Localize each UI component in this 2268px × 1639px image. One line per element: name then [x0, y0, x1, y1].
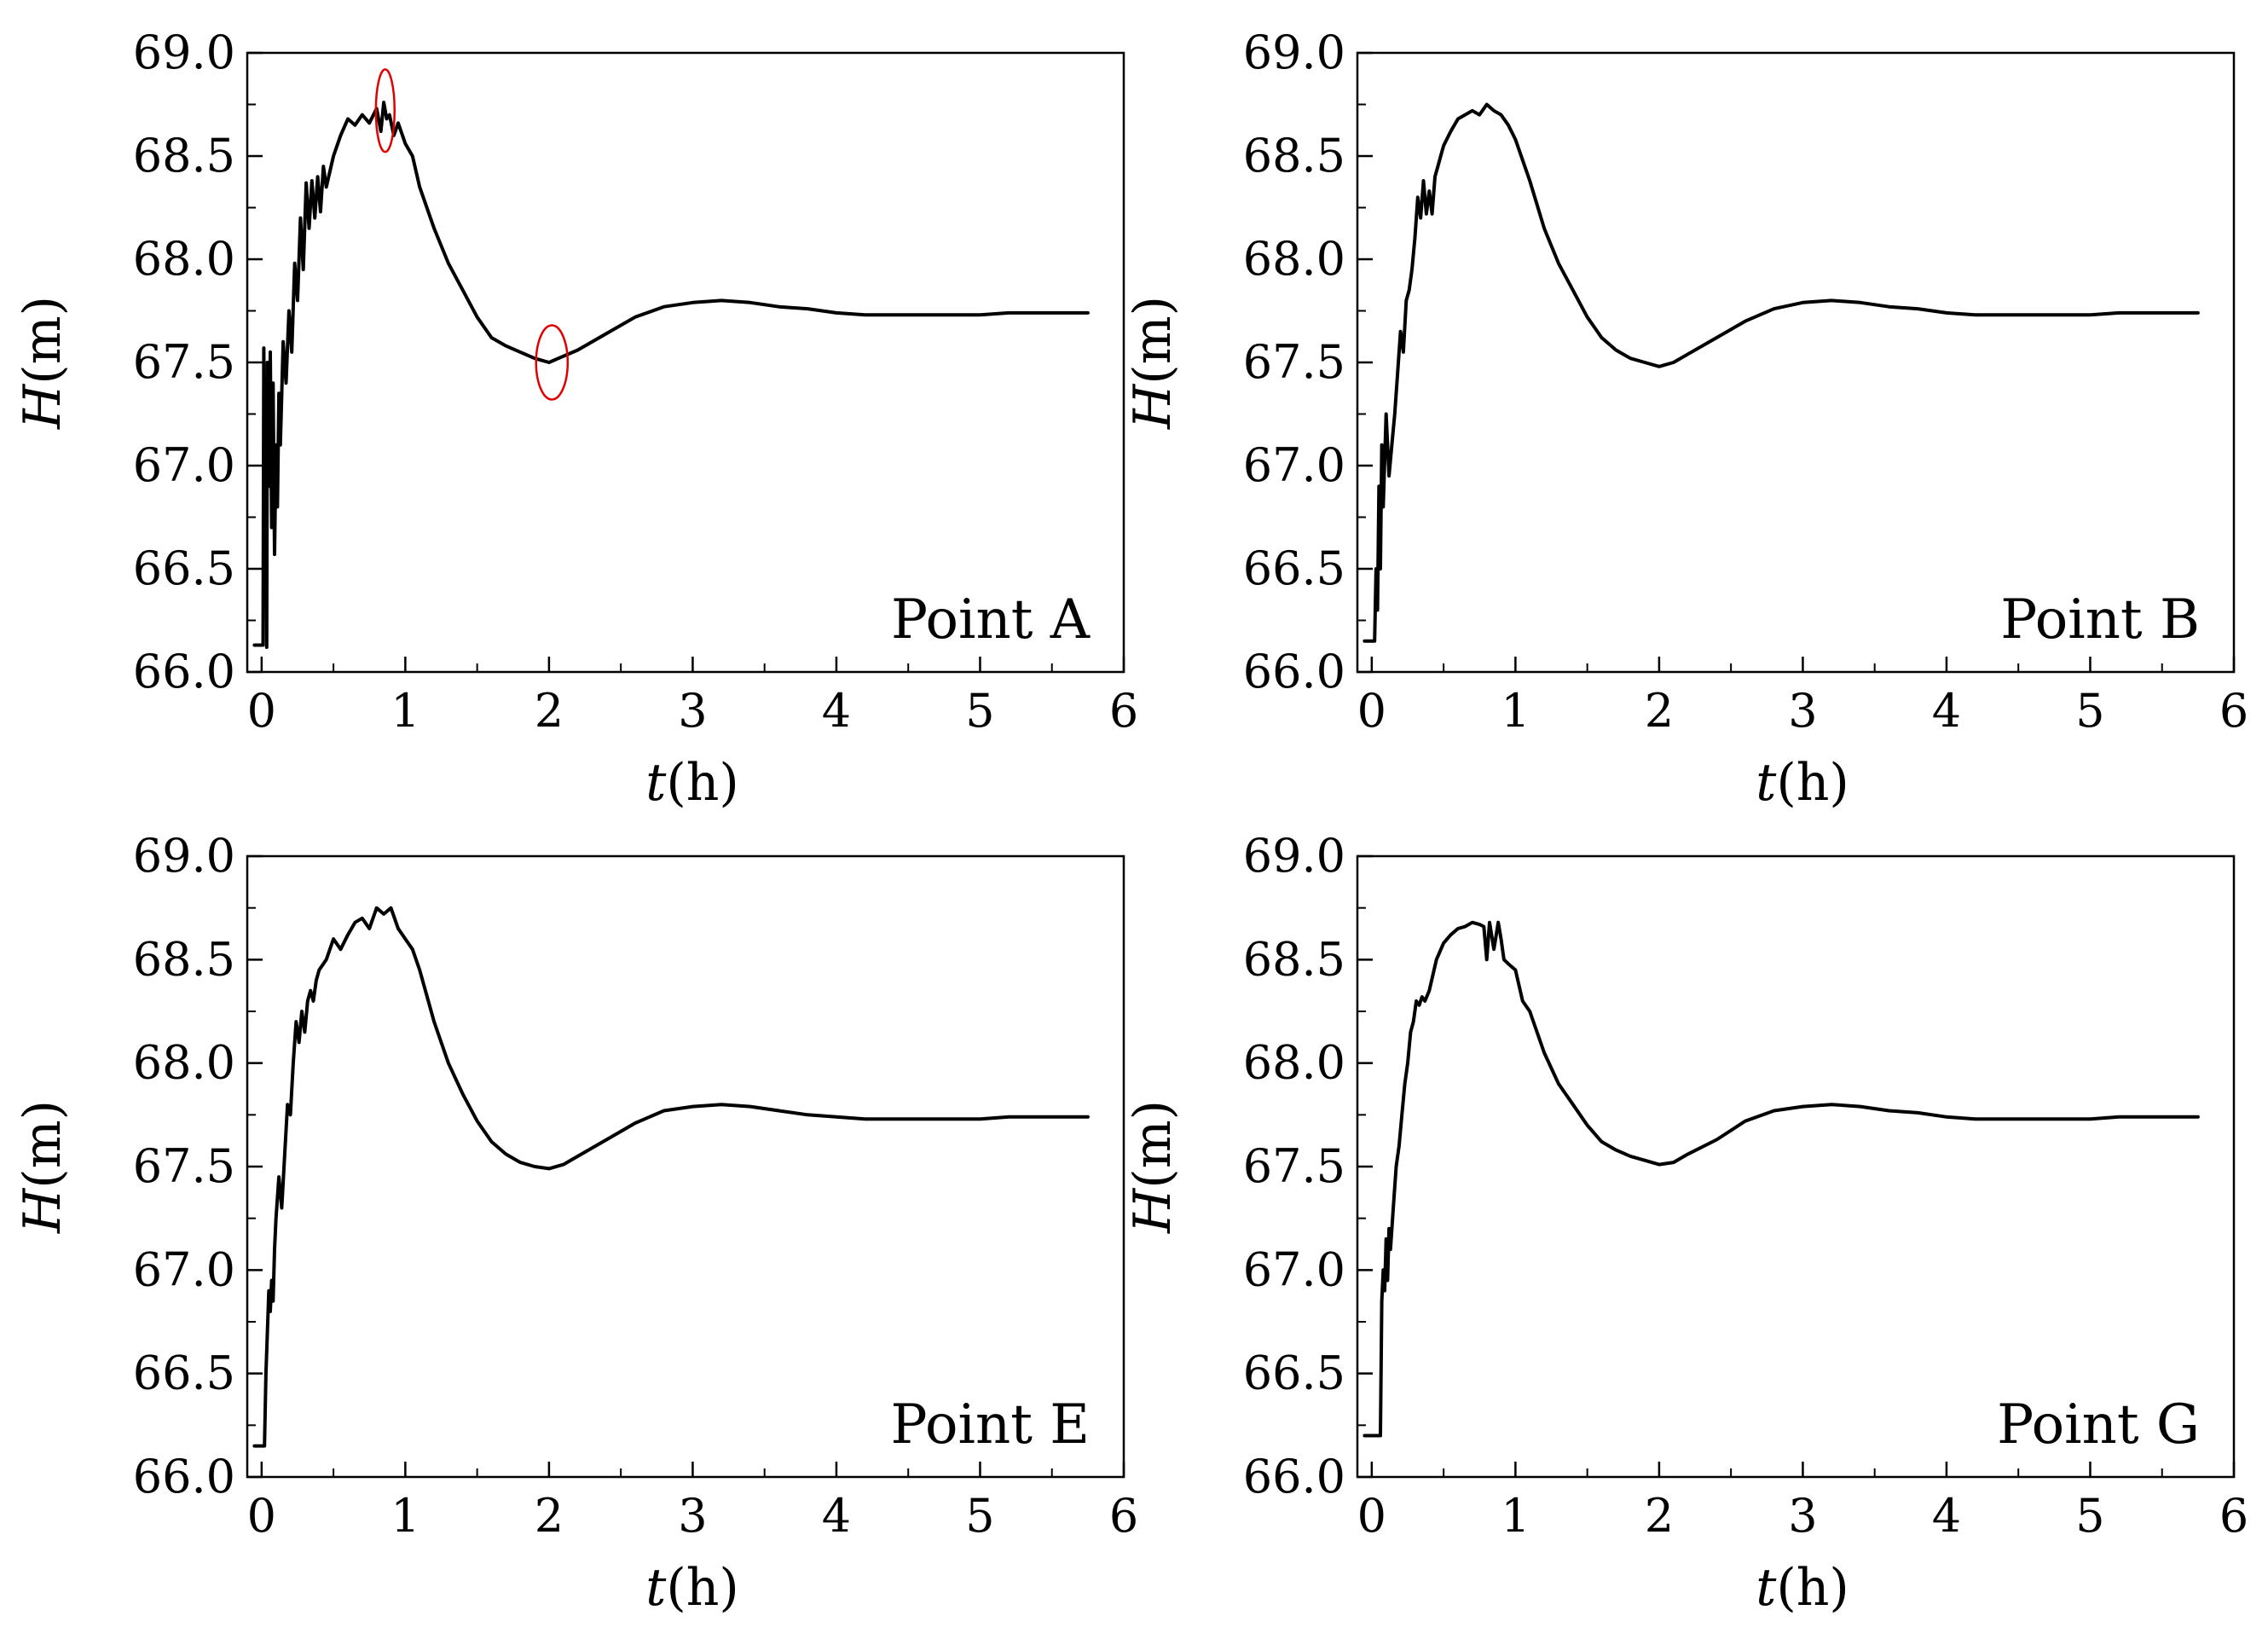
y-tick-label: 66.0: [133, 645, 235, 698]
y-tick-label: 66.0: [1243, 645, 1345, 698]
x-axis-var: t: [645, 753, 667, 813]
x-axis-unit: (h): [666, 753, 738, 813]
x-tick-label: 5: [965, 1489, 994, 1543]
series-line: [252, 906, 1090, 1448]
series-line: [1363, 920, 2200, 1438]
panel-point-b: 0 1 2 3 4 5 6 66.0 66.5 67.0 67.5 68.0 68.5 69.0 t(h) H…: [1123, 26, 2248, 813]
x-tick-label: 6: [2219, 1489, 2248, 1543]
x-tick-label: 4: [822, 684, 851, 738]
y-tick-label: 68.5: [1243, 932, 1345, 986]
y-axis-label: H(m): [13, 1100, 72, 1234]
y-axis-unit: (m): [13, 296, 72, 385]
plot-frame: [1356, 51, 2236, 674]
y-axis-var: H: [1123, 1187, 1183, 1234]
x-tick-label: 1: [1501, 1489, 1530, 1543]
y-tick-label: 68.5: [133, 932, 235, 986]
x-tick-label: 1: [391, 1489, 419, 1543]
x-tick-label: 6: [1109, 684, 1138, 738]
panel-point-a: 0 1 2 3 4 5 6 66.0 66.5 67.0 67.5 68.0 68.5 69.0 t(h) H…: [13, 26, 1138, 813]
x-tick-label: 5: [2075, 1489, 2104, 1543]
y-tick-label: 67.5: [133, 1139, 235, 1193]
x-tick-label: 4: [1932, 1489, 1961, 1543]
y-tick-label: 69.0: [1243, 829, 1345, 883]
y-tick-label: 69.0: [133, 829, 235, 883]
x-tick-label: 6: [2219, 684, 2248, 738]
panel-label: Point A: [891, 588, 1091, 652]
panel-point-e: 0 1 2 3 4 5 6 66.0 66.5 67.0 67.5 68.0 68.5 69.0 t(h) H…: [13, 829, 1138, 1618]
x-tick-label: 3: [1788, 684, 1817, 738]
x-tick-label: 5: [965, 684, 994, 738]
y-tick-label: 66.5: [133, 1347, 235, 1400]
y-axis-label: H(m): [1123, 1100, 1183, 1234]
y-tick-label: 66.5: [1243, 1347, 1345, 1400]
x-axis-unit: (h): [666, 1558, 738, 1618]
y-tick-label: 66.5: [133, 542, 235, 595]
x-tick-label: 4: [1932, 684, 1961, 738]
highlight-ellipse: [535, 324, 570, 401]
x-axis-unit: (h): [1776, 1558, 1849, 1618]
x-tick-label: 2: [1645, 684, 1674, 738]
series-line: [1363, 102, 2200, 643]
x-axis-var: t: [645, 1558, 667, 1618]
y-tick-label: 66.0: [133, 1450, 235, 1503]
y-axis-var: H: [13, 1187, 72, 1234]
x-tick-label: 0: [1357, 1489, 1386, 1543]
plot-frame: [246, 51, 1125, 674]
x-tick-label: 3: [678, 1489, 707, 1543]
y-tick-label: 68.5: [133, 129, 235, 182]
x-tick-label: 0: [1357, 684, 1386, 738]
y-tick-label: 67.5: [133, 335, 235, 389]
y-axis-unit: (m): [1123, 1100, 1183, 1189]
panel-point-g: 0 1 2 3 4 5 6 66.0 66.5 67.0 67.5 68.0 68.5 69.0 t(h) H…: [1123, 829, 2248, 1618]
x-tick-label: 2: [1645, 1489, 1674, 1543]
y-tick-label: 67.0: [133, 1242, 235, 1296]
highlight-ellipse: [374, 68, 396, 153]
x-axis-label: t(h): [1756, 753, 1849, 813]
panel-label: Point E: [891, 1393, 1090, 1457]
x-tick-label: 2: [535, 684, 564, 738]
y-tick-label: 68.5: [1243, 129, 1345, 182]
y-axis-label: H(m): [13, 296, 72, 430]
y-axis-var: H: [1123, 383, 1183, 430]
x-tick-label: 3: [1788, 1489, 1817, 1543]
plot-frame: [246, 854, 1125, 1479]
x-axis-label: t(h): [1756, 1558, 1849, 1618]
x-tick-label: 1: [1501, 684, 1530, 738]
y-axis-unit: (m): [13, 1100, 72, 1189]
x-tick-label: 2: [535, 1489, 564, 1543]
x-tick-label: 3: [678, 684, 707, 738]
x-axis-label: t(h): [645, 753, 739, 813]
x-tick-label: 1: [391, 684, 419, 738]
panel-label: Point G: [1997, 1393, 2200, 1457]
y-tick-label: 69.0: [1243, 26, 1345, 79]
y-tick-label: 67.5: [1243, 1139, 1345, 1193]
y-tick-label: 68.0: [133, 1036, 235, 1090]
y-axis-unit: (m): [1123, 296, 1183, 385]
x-axis-label: t(h): [645, 1558, 739, 1618]
y-axis-var: H: [13, 383, 72, 430]
y-axis-label: H(m): [1123, 296, 1183, 430]
x-tick-label: 6: [1109, 1489, 1138, 1543]
y-tick-label: 67.0: [1243, 1242, 1345, 1296]
y-tick-label: 66.0: [1243, 1450, 1345, 1503]
y-tick-label: 68.0: [1243, 232, 1345, 286]
y-tick-label: 68.0: [1243, 1036, 1345, 1090]
series-line: [252, 101, 1090, 649]
y-tick-label: 66.5: [1243, 542, 1345, 595]
y-tick-label: 68.0: [133, 232, 235, 286]
y-tick-label: 69.0: [133, 26, 235, 79]
y-tick-label: 67.0: [1243, 438, 1345, 492]
y-tick-label: 67.5: [1243, 335, 1345, 389]
x-tick-label: 4: [822, 1489, 851, 1543]
x-tick-label: 0: [247, 1489, 276, 1543]
x-axis-var: t: [1756, 1558, 1777, 1618]
x-axis-unit: (h): [1776, 753, 1849, 813]
panel-label: Point B: [2000, 588, 2200, 652]
y-tick-label: 67.0: [133, 438, 235, 492]
x-tick-label: 0: [247, 684, 276, 738]
x-axis-var: t: [1756, 753, 1777, 813]
x-tick-label: 5: [2075, 684, 2104, 738]
